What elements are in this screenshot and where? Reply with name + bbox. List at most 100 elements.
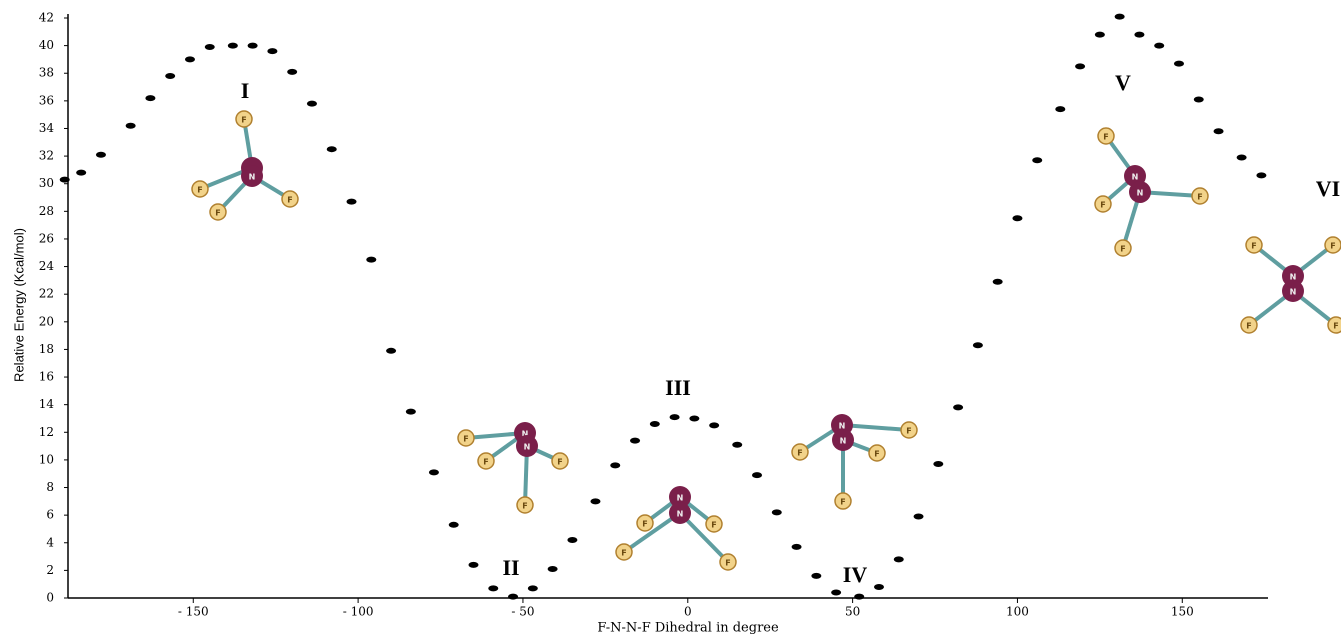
point [953,404,963,410]
y-tick-label: 22 [39,287,54,301]
point [528,585,538,591]
y-tick-label: 20 [39,314,54,328]
y-tick-label: 8 [46,480,54,494]
point [811,573,821,579]
atom-label: F [287,196,292,205]
point [1134,32,1144,38]
atom-label: F [483,458,488,467]
annotation: V [1115,70,1131,95]
y-tick-label: 14 [39,397,55,411]
y-tick-label: 32 [39,149,54,163]
y-tick-label: 6 [46,508,54,522]
point [1256,172,1266,178]
atom-label: N [1132,173,1139,182]
x-axis-label: F-N-N-F Dihedral in degree [597,621,779,634]
point [1032,157,1042,163]
y-tick-label: 40 [39,38,54,52]
point [993,279,1003,285]
y-tick-label: 42 [39,11,54,25]
point [914,514,924,520]
point [1115,14,1125,20]
point [96,152,106,158]
x-tick-label: - 100 [343,605,374,619]
y-tick-label: 30 [39,176,54,190]
point [449,522,459,528]
point [228,43,238,49]
atom-label: N [677,494,684,503]
y-tick-label: 2 [46,563,54,577]
point [1075,63,1085,69]
atom-label: N [840,437,847,446]
point [752,472,762,478]
atom-label: F [1120,245,1125,254]
point [894,556,904,562]
annotation: IV [843,562,868,587]
point [590,498,600,504]
point [508,594,518,600]
point [267,48,277,54]
point [1237,154,1247,160]
y-tick-label: 24 [39,259,55,273]
point [327,146,337,152]
point [185,56,195,62]
point [468,562,478,568]
y-tick-label: 12 [39,425,54,439]
point [165,73,175,79]
point [548,566,558,572]
point [854,594,864,600]
y-tick-label: 4 [46,535,54,549]
x-tick-label: 150 [1171,605,1194,619]
point [567,537,577,543]
point [307,101,317,107]
atom-label: F [1333,322,1338,331]
point [1154,43,1164,49]
point [1095,32,1105,38]
point [874,584,884,590]
x-tick-label: - 150 [178,605,209,619]
atom-label: F [621,549,626,558]
atom-label: F [1100,201,1105,210]
point [670,414,680,420]
y-axis-label: Relative Energy (Kcal/mol) [11,228,26,382]
point [732,442,742,448]
atom-label: F [557,458,562,467]
atom-label: N [524,443,531,452]
atom-label: F [725,559,730,568]
annotation: II [502,555,519,580]
point [1055,106,1065,112]
point [145,95,155,101]
atom-label: N [1290,288,1297,297]
point [973,342,983,348]
annotation: VI [1316,176,1340,201]
y-tick-label: 10 [39,452,54,466]
point [76,170,86,176]
point [1194,96,1204,102]
atom-label: F [797,449,802,458]
chart: Relative Energy (Kcal/mol) F-N-N-F Dihed… [0,0,1341,634]
y-tick-label: 18 [39,342,54,356]
atom-label: F [711,521,716,530]
y-tick-label: 16 [39,370,54,384]
atom-label: N [249,173,256,182]
point [406,409,416,415]
point [610,462,620,468]
point [366,257,376,263]
point [1214,128,1224,134]
point [933,461,943,467]
point [792,544,802,550]
point [709,422,719,428]
atom-label: F [522,502,527,511]
atom-label: N [1137,189,1144,198]
atom-label: N [677,510,684,519]
atom-label: F [241,116,246,125]
point [689,415,699,421]
point [831,589,841,595]
atom-label: F [1251,242,1256,251]
x-tick-label: - 50 [511,605,534,619]
point [287,69,297,75]
point [386,348,396,354]
point [1174,61,1184,67]
x-tick-label: 50 [845,605,860,619]
atom-label: F [840,498,845,507]
annotation: I [241,78,250,103]
